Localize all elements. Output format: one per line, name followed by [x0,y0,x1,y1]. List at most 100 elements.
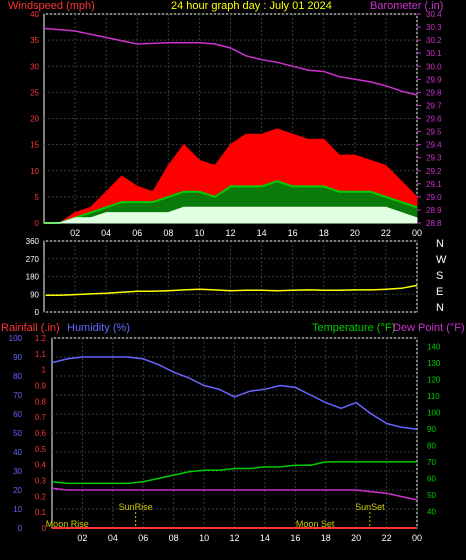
temperature-y-tick: 70 [427,458,436,467]
barometer-y-tick: 29.8 [426,88,442,97]
wind-time-tick: 22 [381,228,391,238]
humidity-y-tick: 90 [13,353,22,362]
wind-time-tick: 08 [163,228,173,238]
rainfall-y-tick: 1.1 [35,350,47,359]
barometer-y-tick: 30.0 [426,62,442,71]
wind-y-tick: 0 [35,219,40,228]
windspeed-axis-title: Windspeed (mph) [8,0,95,12]
wind-y-tick: 15 [30,141,39,150]
climate-time-tick: 12 [229,533,239,543]
humidity-y-tick: 0 [18,524,23,533]
humidity-y-tick: 60 [13,410,22,419]
axis-layer: 0202040406060808101012121414161618182020… [9,10,442,543]
barometer-y-tick: 29.4 [426,141,442,150]
wind-y-tick: 40 [30,10,39,19]
rainfall-y-tick: 0.4 [35,461,47,470]
climate-time-tick: 08 [169,533,179,543]
wind-avg-series [44,180,418,224]
wind-y-tick: 30 [30,62,39,71]
barometer-y-tick: 29.5 [426,128,442,137]
humidity-y-tick: 40 [13,448,22,457]
temperature-y-tick: 100 [427,408,441,417]
barometer-axis-title: Barometer (.in) [370,0,443,12]
event-label: Moon Set [296,519,335,529]
barometer-y-tick: 30.2 [426,36,442,45]
temperature-y-tick: 120 [427,375,441,384]
temperature-y-tick: 80 [427,441,436,450]
rainfall-y-tick: 0.6 [35,429,47,438]
temperature-y-tick: 40 [427,507,436,516]
event-label: SunSet [355,502,385,512]
rainfall-y-tick: 0.1 [35,508,47,517]
direction-labels: N W S E N [436,238,447,314]
barometer-y-tick: 28.9 [426,206,442,215]
barometer-y-tick: 29.6 [426,115,442,124]
rainfall-y-tick: 1 [42,366,47,375]
temperature-y-tick: 60 [427,474,436,483]
dewpoint-series [51,487,418,501]
humidity-y-tick: 80 [13,372,22,381]
wind-y-tick: 25 [30,88,39,97]
rainfall-y-tick: 0.9 [35,382,47,391]
direction-y-tick: 180 [26,273,40,282]
wind-y-tick: 35 [30,36,39,45]
temperature-y-tick: 110 [427,392,440,401]
temperature-y-tick: 140 [427,342,441,351]
direction-label-w: W [436,254,447,266]
barometer-y-tick: 29.1 [426,180,442,189]
grid-layer [44,13,418,529]
rainfall-y-tick: 1.2 [35,334,47,343]
rainfall-y-tick: 0.3 [35,477,47,486]
climate-time-tick: 18 [321,533,331,543]
rainfall-y-tick: 0.7 [35,413,47,422]
climate-time-tick: 00 [412,533,422,543]
direction-label-e: E [436,286,443,298]
temperature-y-tick: 90 [427,425,436,434]
wind-time-tick: 12 [225,228,235,238]
rainfall-y-tick: 0.2 [35,492,47,501]
direction-label-n-bottom: N [436,302,444,314]
barometer-y-tick: 29.2 [426,167,442,176]
climate-time-tick: 06 [138,533,148,543]
climate-time-tick: 22 [382,533,392,543]
wind-time-tick: 20 [350,228,360,238]
humidity-series [51,356,418,430]
temperature-series [51,461,417,485]
wind-time-tick: 00 [412,228,422,238]
rainfall-y-tick: 0.5 [35,445,47,454]
wind-time-tick: 10 [194,228,204,238]
event-label: Moon Rise [46,519,89,529]
wind-time-tick: 18 [319,228,329,238]
humidity-y-tick: 50 [13,429,22,438]
climate-time-tick: 02 [77,533,87,543]
barometer-y-tick: 29.7 [426,101,442,110]
wind-time-tick: 02 [70,228,80,238]
barometer-y-tick: 28.8 [426,219,442,228]
dewpoint-axis-title: Dew Point (°F) [393,322,465,334]
temperature-axis-title: Temperature (°F) [312,322,395,334]
event-label: SunRise [119,502,153,512]
humidity-y-tick: 20 [13,486,22,495]
climate-time-tick: 16 [290,533,300,543]
wind-low-series [44,206,418,224]
direction-label-s: S [436,270,443,282]
direction-y-tick: 90 [30,290,39,299]
rainfall-y-tick: 0 [42,524,47,533]
barometer-y-tick: 30.1 [426,49,442,58]
barometer-y-tick: 30.4 [426,10,442,19]
temperature-y-tick: 130 [427,359,441,368]
temperature-y-tick: 50 [427,491,436,500]
barometer-y-tick: 29.9 [426,75,442,84]
wind-time-tick: 14 [257,228,267,238]
wind-y-tick: 5 [35,193,40,202]
climate-time-tick: 04 [108,533,118,543]
humidity-axis-title: Humidity (%) [67,322,130,334]
series-layer [43,27,418,529]
direction-y-tick: 0 [35,308,40,317]
barometer-y-tick: 29.0 [426,193,442,202]
humidity-y-tick: 70 [13,391,22,400]
wind-time-tick: 16 [288,228,298,238]
graph-date-title: 24 hour graph day : July 01 2024 [171,0,332,12]
